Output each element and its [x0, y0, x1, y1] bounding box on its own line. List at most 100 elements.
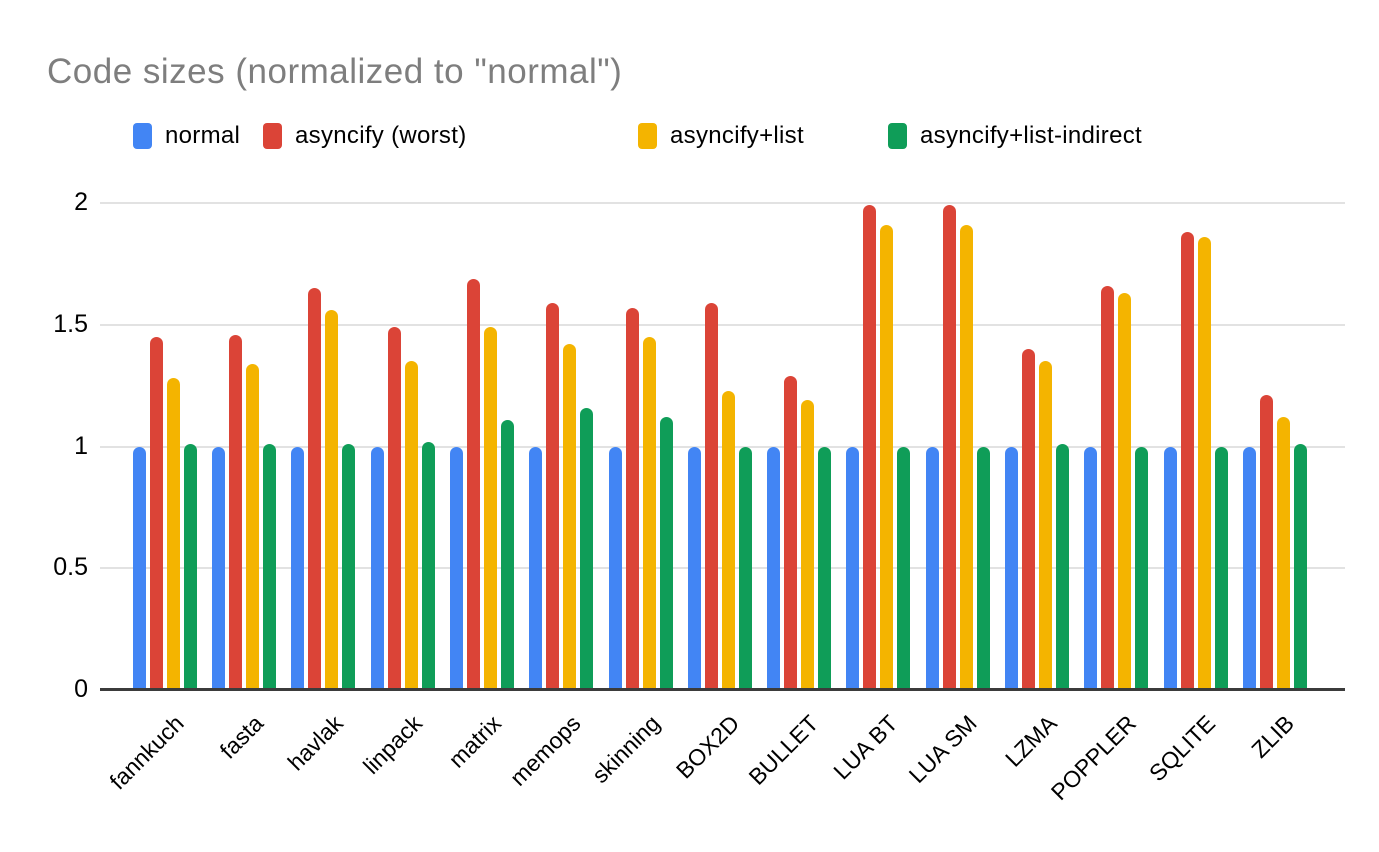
bar [608, 446, 622, 690]
bar [642, 336, 656, 690]
bar [246, 363, 259, 690]
bar [166, 378, 180, 690]
bar [149, 336, 163, 690]
legend-item: asyncify (worst) [263, 122, 467, 150]
legend-label: normal [165, 122, 241, 149]
bar-group [608, 203, 673, 690]
x-axis-line [100, 688, 1345, 691]
bar [863, 205, 877, 690]
bar [1259, 395, 1273, 690]
bar [1293, 444, 1307, 690]
x-category-label: BULLET [743, 710, 824, 790]
bar-group [212, 203, 276, 690]
bar-group [370, 203, 435, 690]
plot-area: 0 0.5 1 1.5 2 fannkuch fasta havlak linpack matr… [53, 188, 1345, 805]
bar [500, 419, 514, 690]
bar [529, 446, 543, 690]
bar [1242, 446, 1256, 690]
legend-swatch-icon [888, 123, 907, 149]
bar-group [1163, 203, 1228, 690]
x-category-label: LZMA [999, 710, 1062, 772]
bar-group [925, 203, 990, 690]
bar [687, 446, 701, 690]
bar [1276, 417, 1290, 690]
bar [263, 444, 276, 690]
gridline [100, 202, 1345, 204]
bar [880, 224, 894, 690]
chart-legend: normal asyncify (worst) asyncify+list async… [0, 122, 1379, 154]
legend-label: asyncify+list [670, 122, 804, 149]
bar [421, 441, 435, 690]
bar [721, 390, 735, 690]
x-category-label: havlak [282, 710, 348, 776]
x-category-label: ZLIB [1246, 710, 1300, 763]
y-tick-label: 0.5 [53, 553, 88, 582]
bar [659, 417, 673, 690]
bar [897, 446, 911, 690]
legend-item: normal [133, 122, 240, 150]
x-category-label: memops [504, 710, 586, 791]
bar-group [449, 203, 514, 690]
bar [212, 446, 225, 690]
x-category-label: BOX2D [670, 710, 745, 784]
bar [1197, 237, 1211, 690]
legend-swatch-icon [133, 123, 152, 149]
bar [132, 446, 146, 690]
bar [229, 334, 242, 690]
bar [846, 446, 860, 690]
legend-item: asyncify+list-indirect [888, 122, 1142, 150]
bar-group [529, 203, 594, 690]
bar-group [291, 203, 356, 690]
bar [342, 444, 356, 690]
bar [704, 302, 718, 690]
bar-group [846, 203, 911, 690]
bar [1056, 444, 1069, 690]
y-tick-label: 1 [74, 431, 88, 460]
x-category-label: LUA SM [904, 710, 983, 789]
bar-group [767, 203, 832, 690]
bar-group [132, 203, 197, 690]
y-tick-label: 2 [74, 188, 88, 216]
y-tick-label: 1.5 [53, 309, 88, 338]
bar [1180, 232, 1194, 690]
bar [1084, 446, 1098, 690]
bar [818, 446, 832, 690]
x-category-label: linpack [357, 710, 427, 780]
bar [466, 278, 480, 690]
bar [483, 327, 497, 690]
gridline [100, 323, 1345, 326]
bar [563, 344, 577, 690]
bar [1135, 446, 1149, 690]
bar [1005, 446, 1018, 690]
bar-group [1242, 203, 1307, 690]
bar [784, 375, 798, 690]
bar [546, 302, 560, 690]
x-category-label: POPPLER [1045, 710, 1141, 806]
x-category-label: SQLITE [1143, 710, 1220, 787]
chart-title: Code sizes (normalized to "normal") [47, 52, 623, 91]
bar [308, 288, 322, 690]
x-category-label: matrix [443, 710, 507, 773]
bar [183, 444, 197, 690]
bar [1022, 349, 1035, 690]
bar [291, 446, 305, 690]
bar [959, 224, 973, 690]
bar [404, 361, 418, 690]
legend-swatch-icon [263, 123, 282, 149]
bar [1039, 361, 1052, 690]
x-category-label: fannkuch [104, 710, 190, 795]
bar [625, 307, 639, 690]
bar [738, 446, 752, 690]
bar [1214, 446, 1228, 690]
bar-group [1005, 203, 1069, 690]
bar [1118, 293, 1132, 690]
bar-group [687, 203, 752, 690]
bar [767, 446, 781, 690]
legend-label: asyncify (worst) [295, 122, 467, 149]
bar [1101, 285, 1115, 690]
bar [387, 327, 401, 690]
bar [325, 310, 339, 690]
bar [801, 400, 815, 690]
x-category-label: fasta [214, 710, 269, 764]
